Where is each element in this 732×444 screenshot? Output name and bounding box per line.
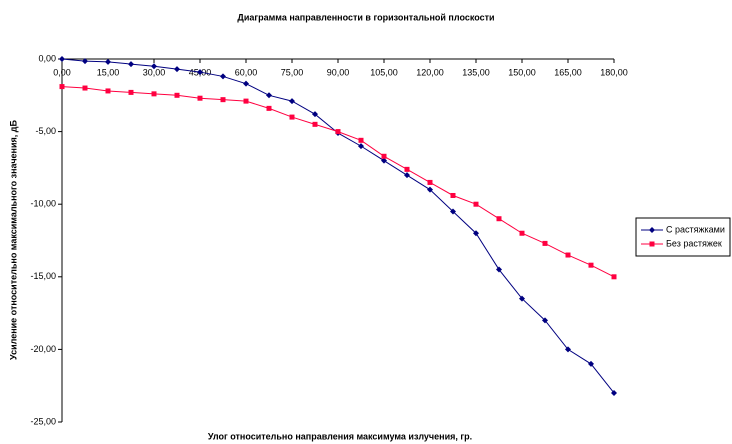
data-point [312, 111, 318, 118]
data-point [473, 230, 479, 237]
data-point [611, 274, 617, 280]
x-tick-label: 0,00 [53, 67, 71, 77]
legend-marker [649, 227, 655, 233]
data-point [105, 88, 111, 94]
data-point [220, 97, 226, 103]
data-point [427, 186, 433, 193]
x-tick-label: 180,00 [600, 67, 628, 77]
data-point [565, 346, 571, 353]
y-tick-label: -10,00 [30, 199, 56, 209]
series-line [61, 58, 615, 394]
data-point [151, 91, 157, 97]
x-tick-label: 90,00 [327, 67, 350, 77]
data-point [151, 63, 157, 70]
data-point [243, 98, 249, 104]
data-point [266, 105, 272, 111]
data-point [105, 58, 111, 65]
data-point [174, 66, 180, 73]
data-point [404, 166, 410, 172]
y-tick-label: 0,00 [38, 53, 56, 63]
legend-label: Без растяжек [666, 238, 722, 248]
data-point [358, 143, 364, 150]
data-point [128, 89, 134, 95]
data-point [427, 179, 433, 185]
data-point [266, 92, 272, 99]
data-point [381, 153, 387, 159]
chart-title: Диаграмма направленности в горизонтально… [237, 12, 494, 22]
y-tick-label: -5,00 [35, 126, 56, 136]
data-point [82, 85, 88, 91]
data-point [450, 192, 456, 198]
data-point [289, 98, 295, 105]
x-tick-label: 75,00 [281, 67, 304, 77]
data-point [496, 216, 502, 222]
data-point [542, 317, 548, 324]
x-tick-label: 150,00 [508, 67, 536, 77]
legend-marker [649, 241, 655, 247]
data-point [128, 61, 134, 68]
x-tick-label: 105,00 [370, 67, 398, 77]
data-point [59, 84, 65, 90]
x-tick-label: 60,00 [235, 67, 258, 77]
data-point [611, 389, 617, 396]
data-point [289, 114, 295, 120]
data-point [312, 121, 318, 127]
x-axis-label: Улог относительно направления максимума … [208, 431, 472, 441]
legend-label: С растяжками [666, 224, 725, 234]
data-point [519, 295, 525, 302]
data-point [381, 157, 387, 164]
x-tick-label: 165,00 [554, 67, 582, 77]
x-tick-label: 135,00 [462, 67, 490, 77]
legend-box [635, 217, 731, 257]
data-point [542, 240, 548, 246]
y-tick-label: -25,00 [30, 416, 56, 426]
data-point [588, 262, 594, 268]
data-point [197, 95, 203, 101]
data-point [59, 56, 65, 62]
data-point [519, 230, 525, 236]
data-point [243, 80, 249, 87]
series-line [61, 86, 615, 278]
data-point [197, 69, 203, 76]
data-point [174, 92, 180, 98]
x-tick-label: 120,00 [416, 67, 444, 77]
x-tick-label: 30,00 [143, 67, 166, 77]
data-point [588, 360, 594, 367]
data-point [358, 137, 364, 143]
y-axis-label: Усиление относительно максимального знач… [8, 120, 18, 360]
x-tick-label: 15,00 [97, 67, 120, 77]
data-point [335, 129, 341, 135]
y-tick-label: -20,00 [30, 344, 56, 354]
data-point [450, 208, 456, 215]
data-point [220, 73, 226, 80]
data-point [565, 252, 571, 258]
y-tick-label: -15,00 [30, 271, 56, 281]
data-point [404, 172, 410, 179]
data-point [473, 201, 479, 207]
data-point [82, 58, 88, 65]
data-point [496, 266, 502, 273]
